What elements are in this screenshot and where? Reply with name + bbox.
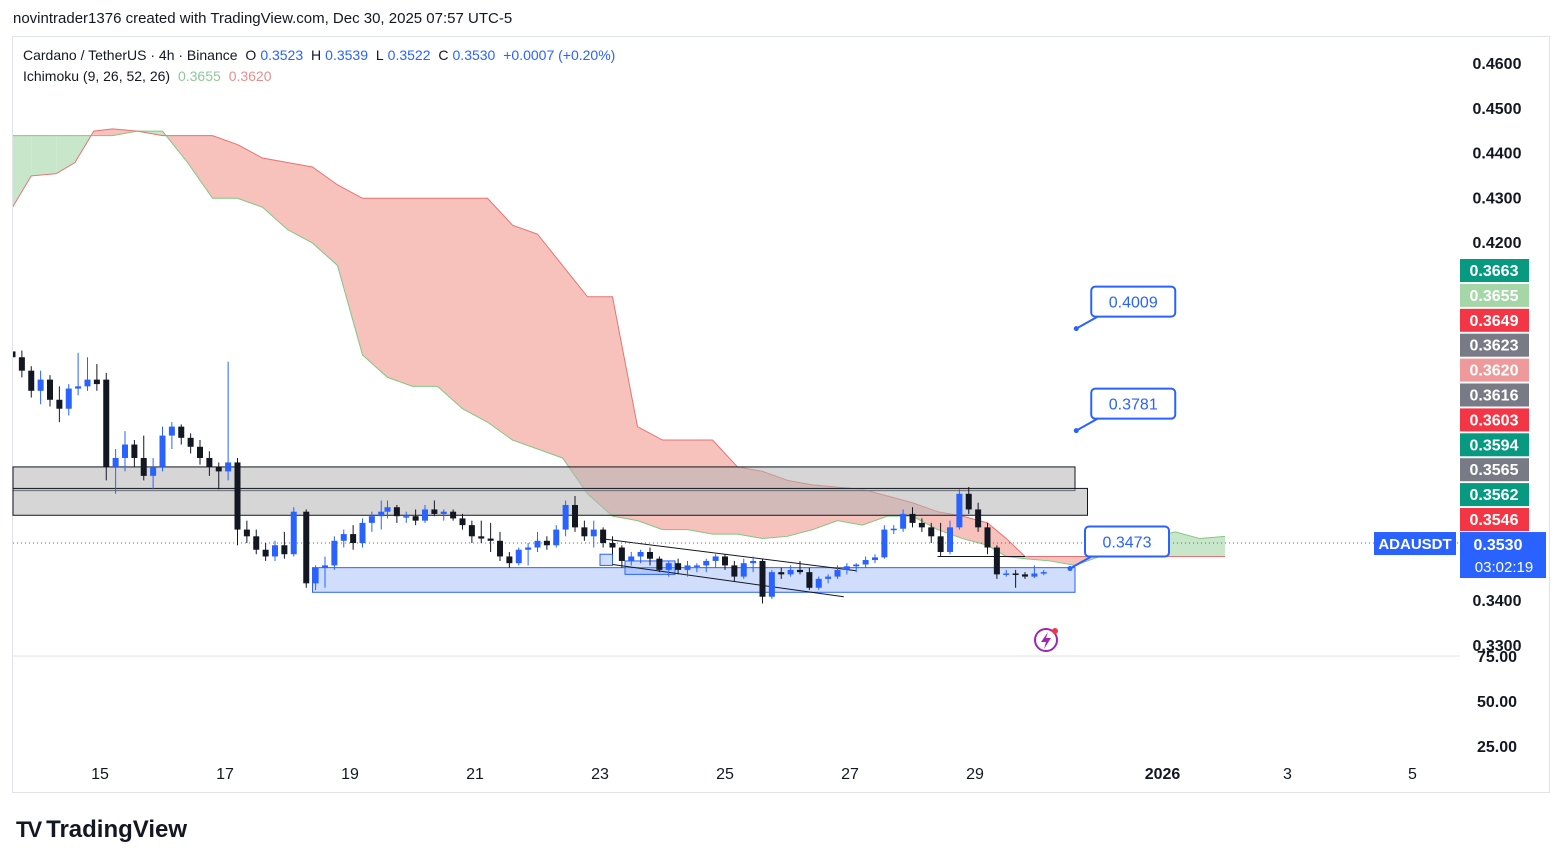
legend-open: 0.3523 [260,47,304,63]
legend-close: 0.3530 [452,47,496,63]
attribution-header: novintrader1376 created with TradingView… [13,10,513,27]
legend-close-label: C [438,47,449,63]
legend-indicator-value-1: 0.3655 [177,68,221,84]
legend-low: 0.3522 [387,47,431,63]
legend-symbol[interactable]: Cardano / TetherUS · 4h · Binance [23,47,238,63]
chart-legend: Cardano / TetherUS · 4h · Binance O 0.352… [23,45,619,87]
legend-symbol-row: Cardano / TetherUS · 4h · Binance O 0.352… [23,45,619,66]
legend-indicator-row: Ichimoku (9, 26, 52, 26) 0.3655 0.3620 [23,66,619,87]
tradingview-logo-icon: TV [16,817,42,842]
chart-frame [12,36,1550,793]
legend-low-label: L [375,47,384,63]
tradingview-logo[interactable]: TV TradingView [16,816,187,844]
legend-high-label: H [311,47,322,63]
candle-body [0,345,3,351]
legend-change: +0.0007 (+0.20%) [503,47,616,63]
legend-open-label: O [245,47,257,63]
legend-high: 0.3539 [325,47,368,63]
ichimoku-cloud-segment [0,136,13,212]
legend-indicator[interactable]: Ichimoku (9, 26, 52, 26) [23,68,171,84]
tradingview-brand: TradingView [46,816,188,843]
legend-indicator-value-2: 0.3620 [228,68,272,84]
candle[interactable] [0,337,3,353]
